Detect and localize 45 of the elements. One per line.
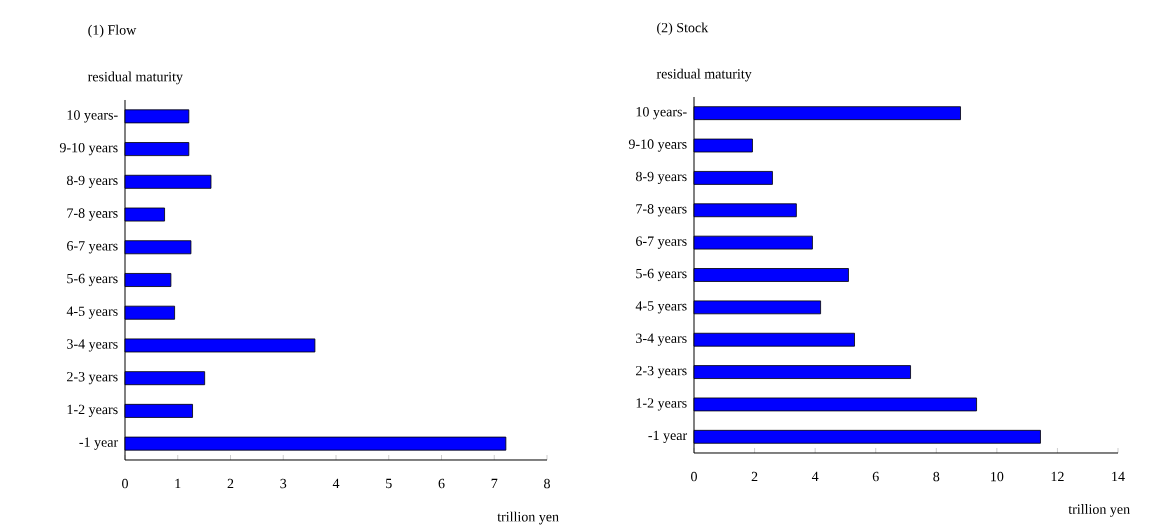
x-tick-label: 7 (491, 478, 498, 489)
x-tick-label: 0 (691, 471, 697, 482)
x-tick-label: 3 (280, 478, 287, 489)
x-tick-label: 2 (227, 478, 234, 489)
y-tick-label: 3-4 years (636, 333, 687, 346)
x-tick-label: 5 (386, 478, 392, 489)
x-tick-label: 10 (991, 471, 1004, 482)
x-axis-title: trillion yen (1068, 504, 1130, 517)
x-axis-title: trillion yen (497, 511, 559, 525)
y-tick-label: 7-8 years (636, 204, 687, 217)
y-tick-label: -1 year (648, 430, 688, 443)
y-tick-label: 5-6 years (67, 273, 118, 287)
y-tick-label: 6-7 years (67, 241, 118, 254)
y-tick-label: 7-8 years (67, 208, 118, 221)
x-tick-label: 6 (872, 471, 879, 482)
chart-title: (1) Flow (88, 24, 137, 38)
x-tick-label: 0 (122, 478, 128, 489)
x-tick-label: 6 (438, 478, 445, 489)
y-tick-label: 2-3 years (67, 372, 118, 385)
x-tick-label: 8 (544, 478, 550, 489)
y-tick-label: 8-9 years (66, 175, 118, 188)
x-tick-label: 14 (1112, 471, 1125, 482)
y-tick-label: -1 year (79, 437, 119, 450)
y-tick-label: 1-2 years (636, 398, 687, 411)
chart-title: (2) Stock (657, 22, 709, 36)
y-tick-label: 5-6 years (636, 268, 687, 282)
x-tick-label: 1 (175, 478, 181, 489)
y-tick-label: 4-5 years (635, 301, 687, 314)
x-tick-label: 8 (933, 471, 940, 482)
y-tick-label: 2-3 years (636, 365, 687, 379)
y-tick-label: 10 years- (636, 107, 687, 120)
y-tick-label: 10 years- (67, 110, 118, 123)
y-tick-label: 3-4 years (67, 339, 118, 352)
y-tick-label: 6-7 years (636, 236, 687, 249)
y-tick-label: 9-10 years (59, 142, 118, 156)
y-tick-label: 9-10 years (628, 139, 687, 152)
x-tick-label: 4 (332, 478, 340, 489)
y-tick-label: 8-9 years (635, 171, 687, 185)
y-tick-label: 1-2 years (67, 404, 118, 418)
x-tick-label: 2 (751, 471, 758, 482)
y-axis-title: residual maturity (656, 68, 752, 82)
y-axis-title: residual maturity (87, 71, 183, 85)
x-tick-label: 12 (1051, 471, 1064, 482)
y-tick-label: 4-5 years (66, 306, 118, 319)
x-tick-label: 4 (811, 471, 819, 482)
